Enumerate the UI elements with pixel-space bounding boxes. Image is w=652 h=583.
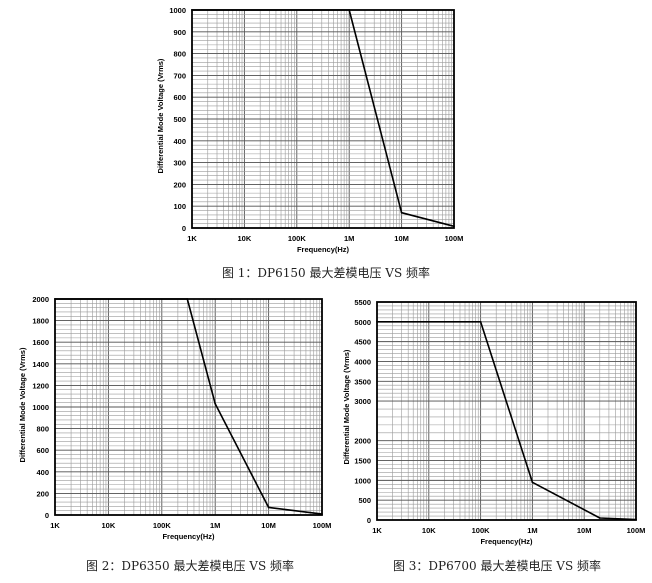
data-point [54, 298, 56, 300]
data-point [400, 211, 403, 214]
x-tick-label: 1K [187, 234, 197, 243]
x-tick-label: 100M [627, 526, 646, 535]
chart-3: 1K 10K 100K 1M 10M 100M 0 500 1000 1500 2000 3000 35… [342, 298, 645, 546]
y-tick-label: 1200 [32, 381, 49, 390]
y-axis-label: Differential Mode Voltage (Vrms) [18, 347, 27, 462]
x-tick-label: 10M [577, 526, 592, 535]
data-point [267, 506, 270, 509]
chart-1: 1K 10K 100K 1M 10M 100M 0 100 200 300 400 500 600 700… [156, 6, 463, 254]
y-tick-label: 200 [173, 180, 186, 189]
x-axis-label: Frequency(Hz) [162, 532, 215, 541]
series-line [377, 320, 637, 521]
series-line [192, 9, 455, 228]
y-tick-label: 500 [358, 496, 371, 505]
y-tick-label: 1000 [354, 476, 371, 485]
y-tick-label: 5500 [354, 298, 371, 307]
y-tick-label: 600 [173, 93, 186, 102]
data-point [191, 9, 193, 11]
y-tick-label: 800 [173, 50, 186, 59]
y-tick-label: 900 [173, 28, 186, 37]
y-tick-label: 1400 [32, 360, 49, 369]
x-tick-label: 100K [153, 521, 172, 530]
figure-caption: 图 1：DP6150 最大差模电压 VS 频率 [222, 265, 430, 280]
x-tick-label: 100K [288, 234, 307, 243]
data-point [598, 517, 601, 519]
x-tick-label: 10M [394, 234, 409, 243]
x-tick-label: 10M [261, 521, 276, 530]
x-tick-label: 1M [344, 234, 354, 243]
y-tick-label: 2000 [354, 437, 371, 446]
x-axis-label: Frequency(Hz) [297, 245, 350, 254]
plot-frame [54, 298, 323, 516]
x-tick-label: 10K [238, 234, 252, 243]
y-tick-label: 3500 [354, 377, 371, 386]
y-tick-label: 2000 [32, 295, 49, 304]
y-tick-label: 4000 [354, 357, 371, 366]
data-point [186, 298, 189, 300]
y-tick-label: 1600 [32, 338, 49, 347]
x-tick-label: 100M [313, 521, 332, 530]
y-tick-label: 600 [36, 446, 49, 455]
y-axis-label: Differential Mode Voltage (Vrms) [342, 349, 351, 464]
y-tick-label: 0 [45, 511, 49, 520]
x-tick-label: 10K [422, 526, 436, 535]
x-tick-label: 1M [210, 521, 220, 530]
y-tick-label: 200 [36, 489, 49, 498]
data-point [453, 225, 455, 228]
y-tick-label: 400 [173, 137, 186, 146]
figure-caption: 图 3：DP6700 最大差模电压 VS 频率 [393, 558, 601, 573]
y-tick-label: 1500 [354, 457, 371, 466]
data-point [214, 402, 217, 405]
data-point [479, 320, 482, 323]
plot-frame [376, 301, 637, 521]
y-tick-label: 300 [173, 159, 186, 168]
y-tick-label: 0 [182, 224, 186, 233]
y-tick-label: 1000 [169, 6, 186, 15]
y-tick-label: 3000 [354, 397, 371, 406]
y-tick-label: 700 [173, 71, 186, 80]
y-axis-label: Differential Mode Voltage (Vrms) [156, 58, 165, 173]
y-tick-label: 800 [36, 425, 49, 434]
x-tick-label: 10K [102, 521, 116, 530]
data-point [348, 9, 351, 11]
y-tick-label: 400 [36, 468, 49, 477]
y-tick-label: 5000 [354, 318, 371, 327]
x-tick-label: 1M [527, 526, 537, 535]
y-tick-label: 1800 [32, 317, 49, 326]
data-point [376, 320, 378, 323]
data-point [321, 513, 323, 516]
figure-caption: 图 2：DP6350 最大差模电压 VS 频率 [86, 558, 294, 573]
y-tick-label: 0 [367, 516, 371, 525]
data-point [531, 481, 534, 484]
y-tick-label: 1000 [32, 403, 49, 412]
chart-2: 1K 10K 100K 1M 10M 100M 0 200 400 600 800 1000 1200 1… [18, 295, 331, 541]
y-tick-label: 4500 [354, 338, 371, 347]
x-tick-label: 1K [372, 526, 382, 535]
y-tick-label: 500 [173, 115, 186, 124]
x-axis-label: Frequency(Hz) [480, 537, 533, 546]
x-tick-label: 1K [50, 521, 60, 530]
x-tick-label: 100K [472, 526, 491, 535]
y-tick-label: 100 [173, 202, 186, 211]
x-tick-label: 100M [445, 234, 464, 243]
data-point [635, 518, 637, 521]
